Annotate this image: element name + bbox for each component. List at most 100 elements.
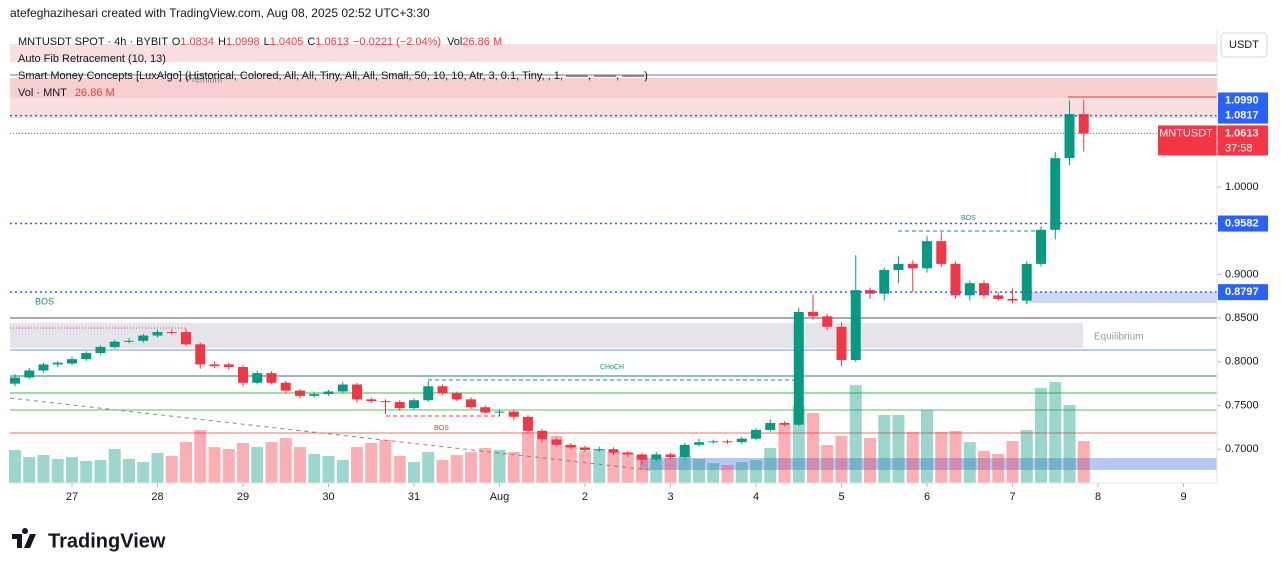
candle-body xyxy=(480,407,491,413)
candle-body xyxy=(751,429,761,439)
change: −0.0221 (−2.04%) xyxy=(353,36,441,48)
x-tick-label: 29 xyxy=(237,491,249,503)
candle-body xyxy=(694,442,704,445)
volume-bar xyxy=(222,448,235,483)
candle-body xyxy=(950,263,961,296)
candle-body xyxy=(337,384,348,392)
candle-body xyxy=(608,449,619,453)
volume-bar xyxy=(579,450,591,483)
candle-body xyxy=(437,386,448,394)
annotation: Equilibrium xyxy=(1094,332,1143,343)
y-tick-label: 0.8000 xyxy=(1225,356,1259,368)
candle-body xyxy=(1021,263,1032,301)
candle-body xyxy=(323,391,334,395)
volume-bar xyxy=(436,460,449,483)
candle-body xyxy=(95,346,106,354)
volume-bar xyxy=(465,452,477,483)
annotation: Premium xyxy=(186,74,222,84)
volume-bar xyxy=(864,437,876,483)
candle-body xyxy=(409,400,419,409)
candle-body xyxy=(494,411,505,413)
volume-bar xyxy=(393,455,406,483)
candle-body xyxy=(793,311,804,425)
volume-bar xyxy=(265,442,278,483)
volume-bar xyxy=(365,442,378,483)
indicator: Smart Money Concepts [LuxAlgo] (Historic… xyxy=(18,70,648,82)
candle-body xyxy=(879,270,890,294)
premium-zone xyxy=(10,78,1217,98)
candle-body xyxy=(580,447,590,451)
candle-body xyxy=(24,370,35,378)
candle-body xyxy=(109,341,120,347)
label: L xyxy=(264,36,270,48)
annotation: BOS xyxy=(961,215,976,222)
annotation: CHoCH xyxy=(600,364,624,371)
candle-body xyxy=(352,384,362,400)
volume-bar xyxy=(664,457,677,483)
volume-bar xyxy=(66,457,78,483)
currency: USDT xyxy=(1229,39,1259,51)
volume-bar xyxy=(550,435,563,483)
brand: TradingView xyxy=(48,530,166,552)
volume-bar xyxy=(636,455,648,483)
volume-bar xyxy=(1006,440,1019,483)
candle-body xyxy=(280,382,291,391)
candle-body xyxy=(936,241,947,264)
premium-zone xyxy=(10,98,1217,118)
level-tag xyxy=(1218,215,1268,232)
candle-body xyxy=(850,290,861,361)
candle-body xyxy=(993,295,1004,299)
volume-bar xyxy=(807,412,819,483)
logo xyxy=(12,527,36,548)
candle-body xyxy=(166,332,177,334)
volume-bar xyxy=(1035,387,1047,483)
volume-bar xyxy=(294,447,306,483)
candle-body xyxy=(138,335,149,341)
candle-body xyxy=(10,377,20,384)
candle-body xyxy=(1078,114,1089,134)
candle-body xyxy=(451,393,462,400)
order-block xyxy=(1025,292,1217,303)
value: 26.86 M xyxy=(75,87,115,99)
x-tick-label: 8 xyxy=(1095,491,1101,503)
x-tick-label: 5 xyxy=(838,491,844,503)
candle-body xyxy=(651,454,662,460)
volume-bar xyxy=(151,452,164,483)
volume-bar xyxy=(194,430,207,483)
x-tick-label: 6 xyxy=(924,491,930,503)
candle-body xyxy=(423,386,434,401)
candle-body xyxy=(907,263,918,269)
volume-bar xyxy=(536,440,549,483)
x-tick-label: 2 xyxy=(582,491,588,503)
level-label: 1.0817 xyxy=(1225,110,1259,122)
volume-bar xyxy=(707,462,720,483)
volume-bar xyxy=(963,442,976,483)
legend-text: MNTUSDT SPOT · 4h · BYBIT O1.0834 H1.0998 L… xyxy=(18,36,502,48)
volume-bar xyxy=(108,448,121,483)
currency-button[interactable] xyxy=(1220,32,1268,58)
volume-bar xyxy=(237,442,249,483)
volume-bar xyxy=(849,385,862,483)
volume-bar xyxy=(23,457,36,483)
volume-bar xyxy=(835,435,848,483)
volume-bar xyxy=(735,462,748,483)
candle-body xyxy=(779,422,790,425)
level-tag xyxy=(1218,107,1268,124)
volume-bar xyxy=(693,458,705,483)
symbol: MNTUSDT SPOT · 4h · BYBIT xyxy=(18,36,168,48)
volume-bar xyxy=(593,448,606,483)
volume-bar xyxy=(921,410,933,483)
x-tick-label: 7 xyxy=(1009,491,1015,503)
candle-body xyxy=(679,444,690,458)
candle-body xyxy=(38,364,49,371)
candle-body xyxy=(366,399,377,402)
level-label: 1.0990 xyxy=(1225,94,1259,106)
candle-body xyxy=(209,364,220,367)
candle-body xyxy=(736,438,747,443)
last-price-tag xyxy=(1158,125,1268,156)
volume-bar xyxy=(379,440,392,483)
candle-body xyxy=(537,430,548,440)
volume-bar xyxy=(564,445,577,483)
volume-bar xyxy=(279,437,292,483)
candle-body xyxy=(637,454,647,460)
